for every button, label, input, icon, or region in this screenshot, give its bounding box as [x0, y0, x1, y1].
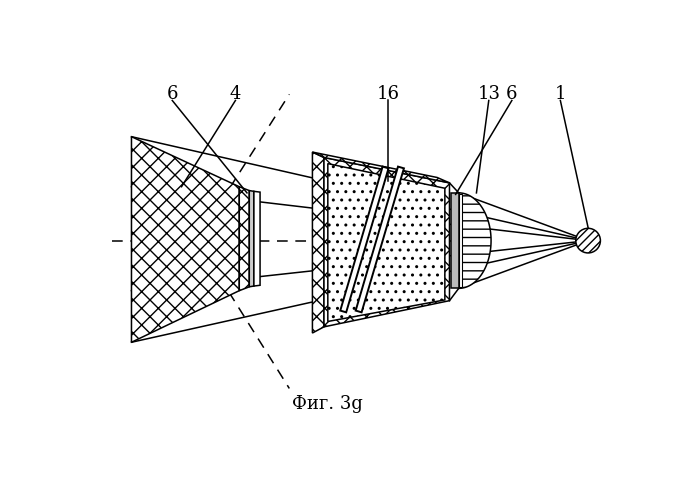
Polygon shape — [459, 193, 491, 288]
Text: 1: 1 — [554, 85, 566, 103]
Text: 6: 6 — [166, 85, 178, 103]
Polygon shape — [324, 157, 449, 327]
Polygon shape — [254, 191, 260, 286]
Polygon shape — [239, 187, 250, 291]
Polygon shape — [131, 137, 239, 342]
Text: 6: 6 — [506, 85, 517, 103]
Polygon shape — [312, 152, 449, 183]
Text: 13: 13 — [477, 85, 500, 103]
Bar — [459, 195, 462, 287]
Polygon shape — [340, 167, 389, 312]
Text: 4: 4 — [230, 85, 241, 103]
Text: Фиг. 3g: Фиг. 3g — [292, 395, 363, 413]
Polygon shape — [312, 152, 324, 333]
Polygon shape — [356, 167, 404, 312]
Polygon shape — [328, 163, 445, 322]
Text: 16: 16 — [376, 85, 399, 103]
Circle shape — [576, 228, 600, 253]
Bar — [451, 193, 459, 288]
Polygon shape — [250, 191, 254, 287]
